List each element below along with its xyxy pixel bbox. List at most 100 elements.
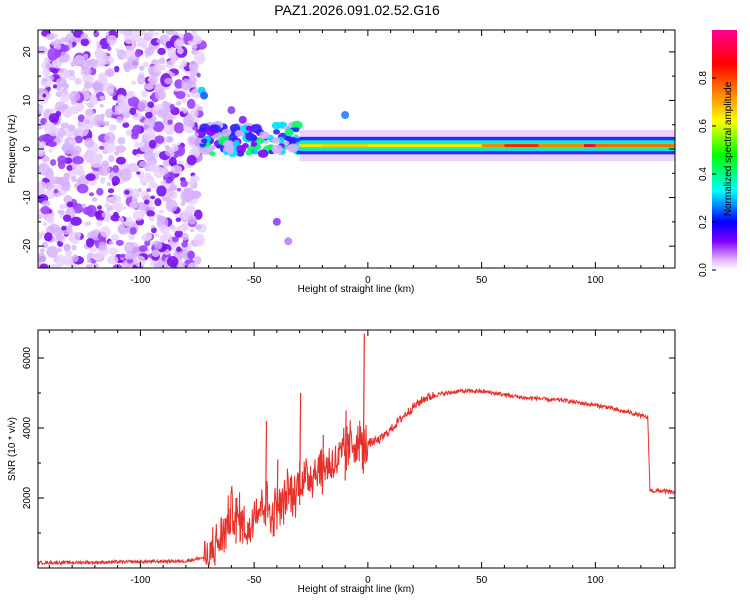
spectrogram-noise-blob [158, 209, 165, 214]
spectrogram-noise-blob [38, 106, 43, 115]
spectrogram-noise-blob [40, 76, 53, 88]
spectrogram-noise-blob [165, 30, 174, 36]
spectrogram-noise-blob [125, 129, 133, 137]
spectrogram-noise-blob [194, 256, 202, 265]
spectrogram-transition-blob [247, 145, 254, 152]
spectrogram-noise-blob [125, 45, 132, 51]
spectrogram-noise-blob [112, 164, 120, 173]
spectrogram-noise-blob [107, 188, 115, 194]
spectrogram-noise-blob [69, 105, 80, 115]
spectrogram-noise-blob [150, 261, 156, 267]
spectrogram-noise-blob [87, 58, 98, 67]
spectrogram-noise-blob [154, 31, 160, 36]
spectrogram-noise-blob [187, 262, 199, 268]
spectrogram-noise-blob [104, 131, 116, 144]
spectrogram-noise-blob [146, 210, 155, 217]
spectrogram-noise-blob [154, 198, 162, 207]
spectrogram-noise-blob [98, 72, 107, 83]
spectrogram-noise-blob [194, 224, 203, 230]
spectrogram-transition-blob [223, 151, 229, 156]
spectrogram-noise-blob [62, 254, 75, 266]
spectrogram-noise-blob [93, 82, 105, 94]
spectrogram-noise-blob [84, 221, 91, 227]
spectrogram-transition-blob [271, 121, 282, 130]
spectrogram-noise-blob [185, 205, 196, 214]
spectrogram-noise-blob [165, 40, 173, 49]
spectrogram-noise-blob [90, 159, 102, 168]
snr-frame [37, 329, 676, 569]
spectrogram-noise-blob [115, 145, 127, 153]
spectrogram-noise-blob [66, 201, 74, 208]
spectrogram-noise-blob [62, 104, 69, 110]
spectrogram-noise-blob [106, 182, 111, 187]
spectrogram-noise-blob [61, 225, 67, 231]
spectrogram-noise-blob [54, 45, 62, 51]
spectrogram-transition-blob [257, 149, 269, 158]
spectrogram-noise-blob [100, 226, 111, 238]
spectrogram-noise-blob [149, 77, 157, 86]
spectrogram-noise-blob [48, 225, 53, 229]
spectrogram-xtick-label: -100 [130, 275, 150, 286]
spectrogram-noise-blob [55, 77, 67, 87]
spectrogram-noise-blob [175, 217, 181, 223]
snr-xtick-label: 100 [587, 575, 604, 586]
spectrogram-noise-blob [148, 139, 157, 149]
spectrogram-noise-blob [176, 188, 182, 192]
spectrogram-noise-blob [173, 88, 179, 92]
spectrogram-noise-blob [140, 234, 152, 242]
colorbar-tick-label: 0.8 [698, 71, 709, 85]
snr-xtick-label: 0 [365, 575, 371, 586]
snr-xtick-label: 50 [476, 575, 488, 586]
spectrogram-noise-blob [139, 175, 148, 186]
spectrogram-noise-blob [139, 65, 145, 71]
spectrogram-noise-blob [137, 42, 142, 48]
spectrogram-noise-blob [97, 205, 103, 210]
spectrogram-noise-blob [108, 247, 119, 256]
spectrogram-noise-blob [115, 156, 127, 165]
chart-title: PAZ1.2026.091.02.52.G16 [274, 2, 440, 18]
spectrogram-noise-blob [76, 178, 81, 183]
colorbar-gradient [712, 30, 737, 270]
spectrogram-noise-blob [167, 119, 173, 125]
spectrogram-noise-blob [72, 155, 84, 165]
spectrogram-noise-blob [164, 146, 173, 157]
spectrogram-noise-blob [38, 123, 43, 130]
spectrogram-noise-blob [82, 74, 94, 84]
spectrogram-transition-blob [284, 128, 294, 137]
spectrogram-noise-blob [74, 135, 83, 144]
spectrogram-noise-blob [142, 61, 149, 68]
spectrogram-noise-blob [126, 258, 134, 264]
spectrogram-transition-blob [234, 130, 244, 137]
spectrogram-noise-blob [114, 106, 123, 116]
spectrogram-noise-blob [43, 232, 53, 242]
spectrogram-noise-blob [154, 135, 165, 144]
spectrogram-noise-blob [42, 221, 48, 227]
spectrogram-transition-blob [229, 123, 241, 133]
spectrogram-noise-blob [46, 245, 59, 258]
spectrogram-noise-blob [116, 49, 127, 60]
spectrogram-noise-blob [112, 95, 118, 101]
spectrogram-noise-blob [180, 201, 186, 207]
spectrogram-noise-blob [176, 47, 184, 55]
spectrogram-noise-blob [83, 53, 89, 59]
spectrogram-noise-blob [154, 241, 163, 250]
spectrogram-noise-blob [144, 127, 156, 142]
spectrogram-noise-blob [179, 111, 184, 116]
spectrogram-noise-blob [48, 140, 57, 147]
spectrogram-noise-blob [41, 155, 50, 163]
spectrogram-noise-blob [176, 226, 182, 232]
spectrogram-xlabel: Height of straight line (km) [298, 284, 415, 295]
spectrogram-noise-blob [189, 121, 195, 128]
spectrogram-noise-blob [105, 68, 115, 78]
spectrogram-noise-blob [94, 211, 102, 218]
spectrogram-noise-blob [189, 136, 196, 145]
spectrogram-noise-blob [130, 80, 137, 85]
spectrogram-noise-blob [171, 236, 179, 243]
spectrogram-noise-blob [167, 136, 173, 142]
spectrogram-noise-blob [84, 108, 95, 117]
spectrogram-noise-blob [168, 156, 177, 167]
spectrogram-noise-blob [71, 244, 77, 251]
spectrogram-noise-blob [98, 145, 105, 150]
spectrogram-noise-blob [98, 241, 108, 252]
signal-core-segment [299, 144, 323, 148]
